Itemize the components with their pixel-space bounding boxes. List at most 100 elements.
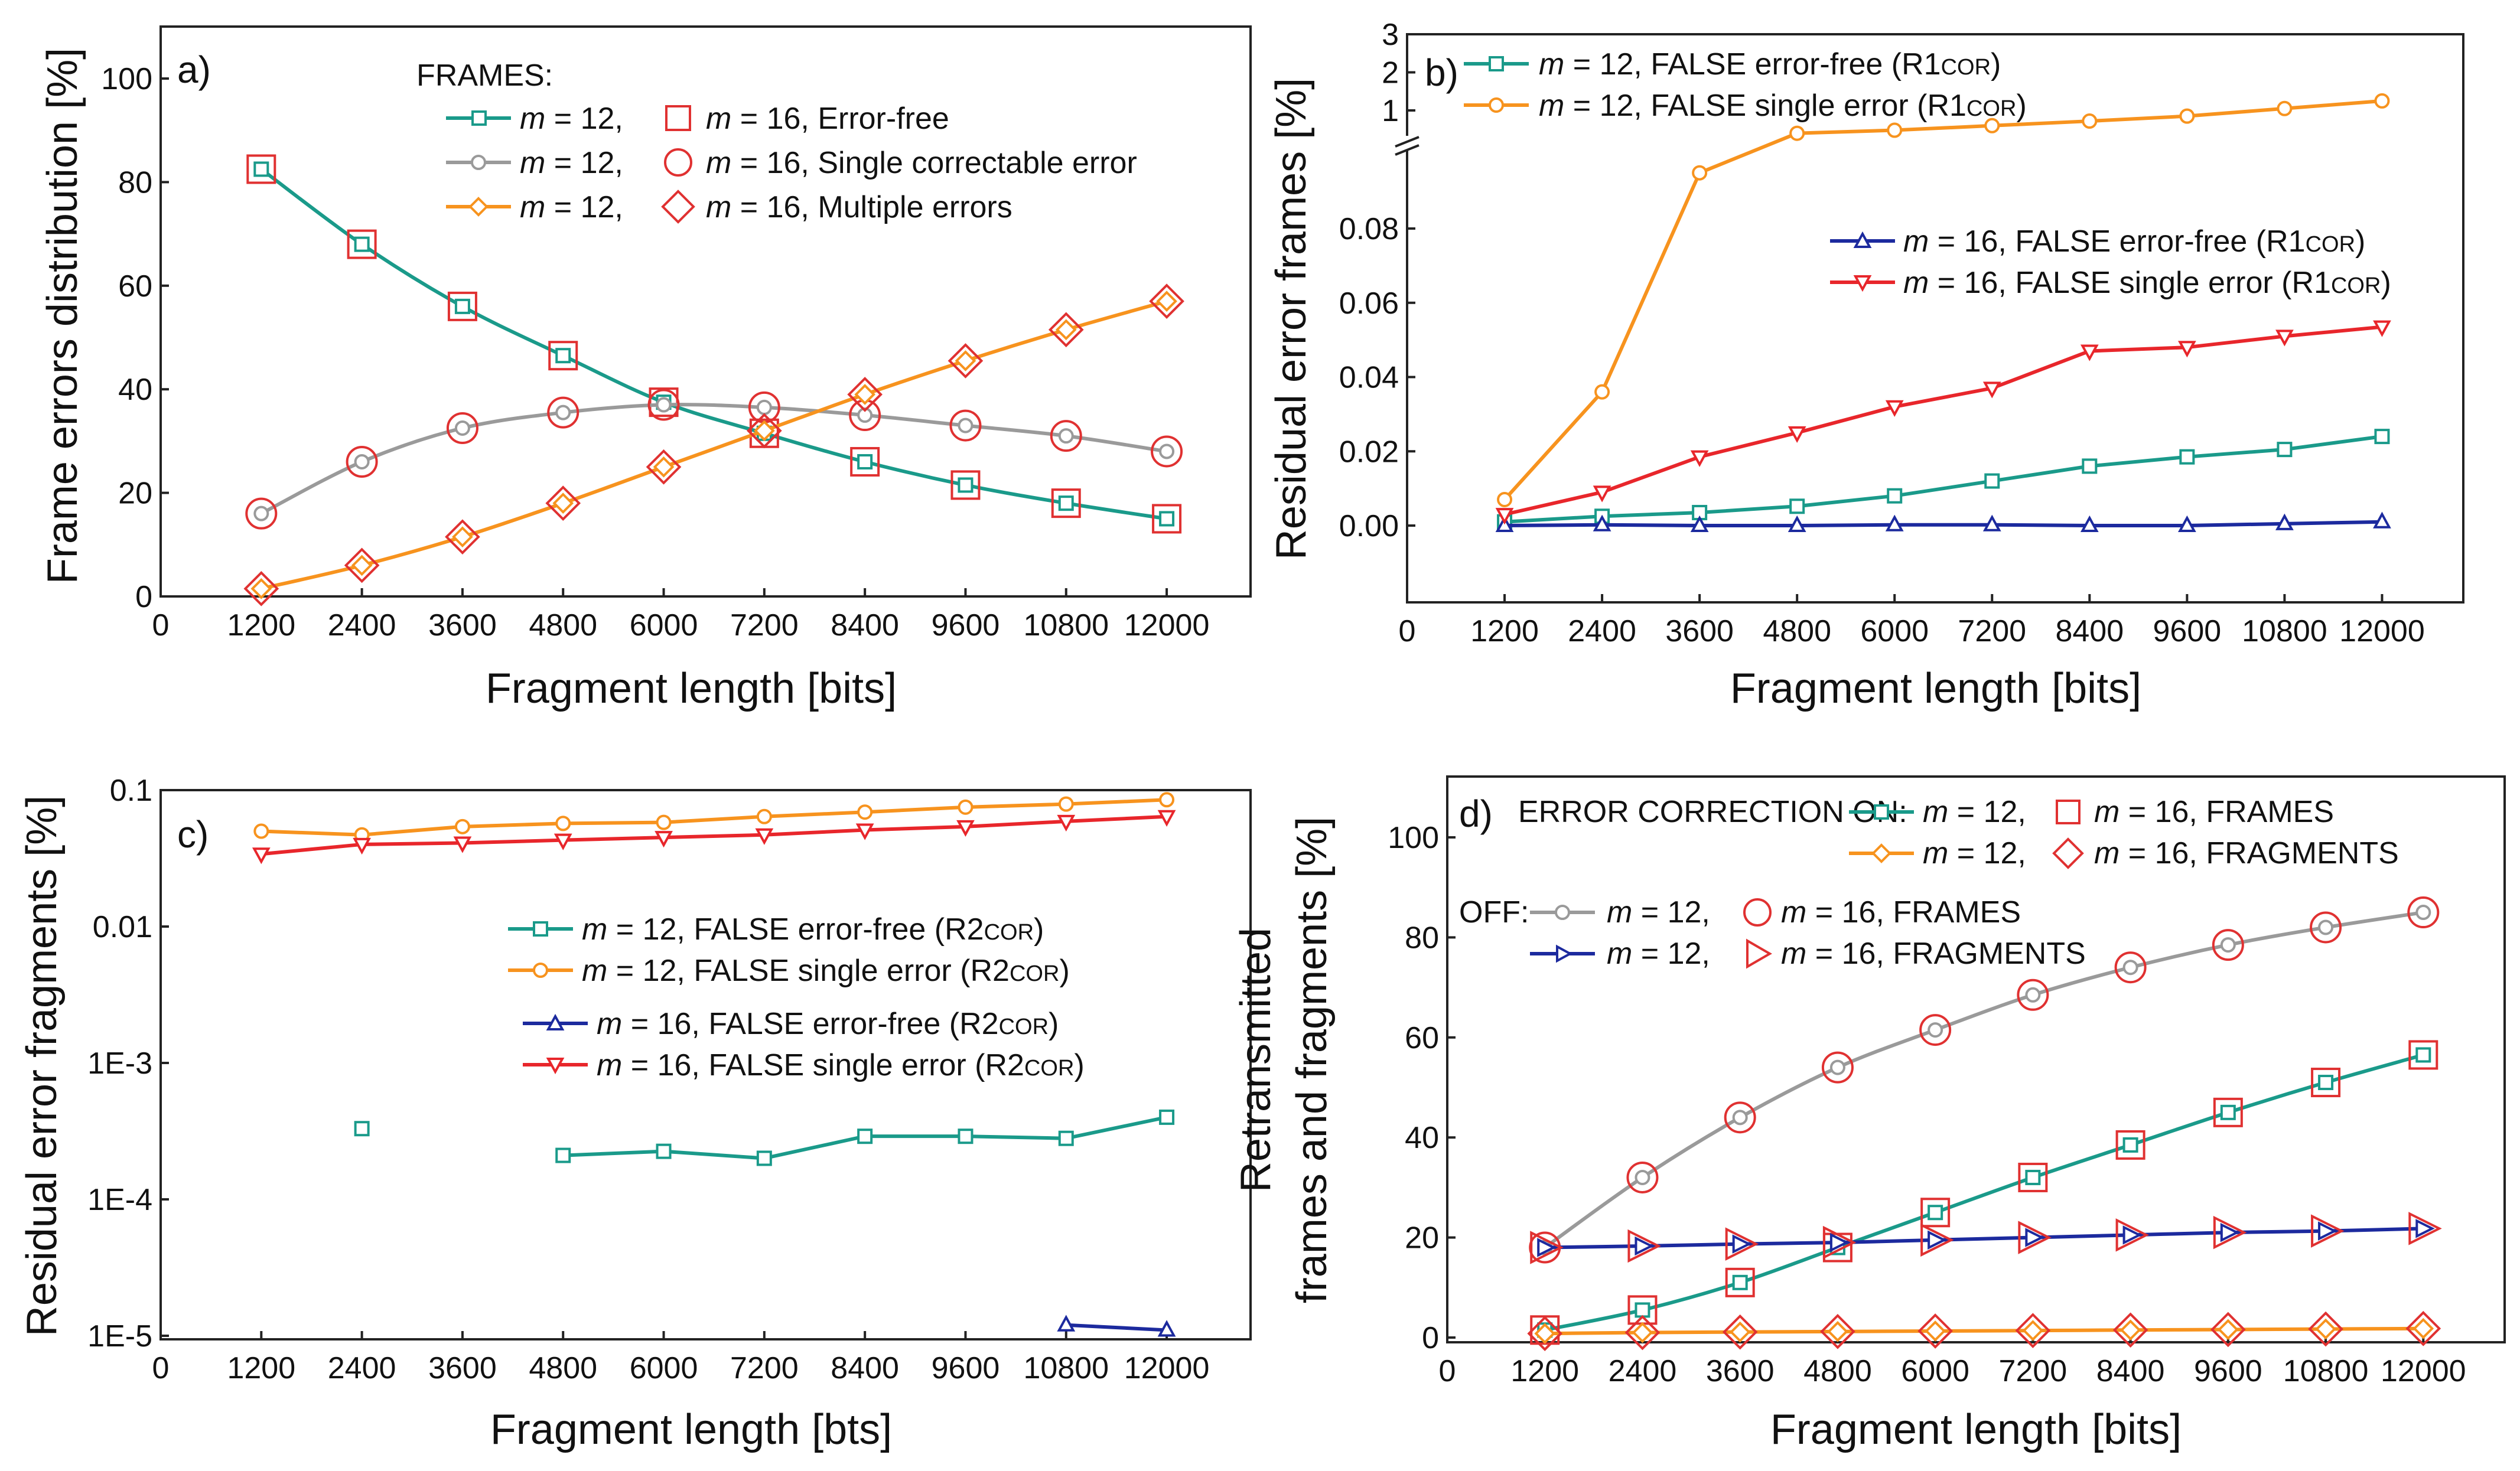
panel-a-series-5-point xyxy=(847,377,883,412)
panel-b-series-0-point xyxy=(2082,458,2098,474)
panel-d-series-3-point xyxy=(2308,1311,2343,1347)
panel-b-x-tick-label: 6000 xyxy=(1860,614,1929,648)
panel-b-series-1-point xyxy=(1984,118,2000,133)
panel-a-legend-title: FRAMES: xyxy=(416,58,553,93)
panel-d-series-0-point xyxy=(2220,1104,2236,1120)
panel-a-series-4-point xyxy=(250,578,272,599)
panel-c-x-tick-label: 6000 xyxy=(630,1351,698,1385)
panel-a-x-tick-label: 2400 xyxy=(328,608,396,642)
panel-b-series-3-point xyxy=(2080,344,2099,361)
panel-c-y-tick-label: 0.01 xyxy=(93,910,152,944)
panel-b-legend-text-2: m = 16, FALSE error-free (R1COR) xyxy=(1903,224,2365,259)
panel-d-series-2-point xyxy=(2022,1320,2044,1341)
panel-b-y-tick-label: 3 xyxy=(1382,18,1399,52)
panel-d-legend-text-0b: m = 16, FRAMES xyxy=(2094,795,2334,829)
panel-b-y-tick-label: 0.00 xyxy=(1339,509,1399,543)
panel-a-series-0-point xyxy=(354,236,370,252)
panel-b-series-3-point xyxy=(1593,485,1611,503)
panel-d-x-tick-label: 7200 xyxy=(1999,1354,2068,1388)
panel-d-series-0-point xyxy=(2415,1047,2431,1063)
panel-c-y-tick-label: 0.1 xyxy=(110,774,152,808)
panel-c-series-2-point xyxy=(1157,1320,1176,1337)
panel-c-series-3-point xyxy=(353,837,371,855)
panel-a-x-tick-label: 9600 xyxy=(932,608,1000,642)
panel-d-series-5-point xyxy=(1626,1161,1659,1193)
panel-d-series-3-point xyxy=(2112,1312,2148,1348)
panel-d-series-7-point xyxy=(2408,1212,2442,1245)
panel-a-x-tick-label: 0 xyxy=(152,608,170,642)
panel-d-series-7-point xyxy=(2018,1221,2052,1254)
panel-c-x-tick-label: 2400 xyxy=(328,1351,396,1385)
panel-a-series-3-point xyxy=(547,396,579,429)
panel-a-legend-marker-single-m16 xyxy=(664,148,692,177)
panel-d-series-3-point xyxy=(1820,1314,1855,1349)
panel-b-series-0-point xyxy=(2179,449,2195,465)
panel-d-legend-text-1: m = 12, xyxy=(1923,836,2026,870)
panel-b-series-3-point xyxy=(2178,341,2196,358)
panel-c-legend-marker-1 xyxy=(533,963,548,978)
panel-c-series-1-point xyxy=(857,804,873,820)
panel-b-y-tick-label: 1 xyxy=(1382,94,1399,128)
panel-d-series-6-point xyxy=(2415,1219,2435,1238)
panel-d-series-0-line xyxy=(1544,1053,2424,1332)
panel-a-series-2-point xyxy=(656,397,672,413)
panel-d-series-7-point xyxy=(1725,1227,1759,1261)
panel-a-series-4-point xyxy=(754,420,775,442)
panel-a-series-5-point xyxy=(948,343,984,379)
panel-d-series-7-point xyxy=(2115,1218,2150,1252)
panel-c-series-0-point xyxy=(857,1128,873,1144)
panel-d-legend-text-3: m = 12, xyxy=(1607,937,1710,971)
panel-d-series-0-point xyxy=(2122,1137,2138,1153)
panel-a-legend-marker-error-free-m16 xyxy=(665,105,691,131)
panel-d-series-6-point xyxy=(1537,1238,1557,1257)
panel-d-label: d) xyxy=(1459,792,1493,835)
panel-b-legend: m = 12, FALSE error-free (R1COR) m = 12,… xyxy=(1464,47,2391,300)
panel-a-series-4-point xyxy=(653,456,675,478)
panel-a-series-4-point xyxy=(452,526,473,547)
panel-a-y-tick-label: 60 xyxy=(118,269,152,304)
panel-c-series-1-point xyxy=(454,818,470,834)
panel-a-series-5-point xyxy=(545,485,581,521)
panel-c-label: c) xyxy=(177,813,209,856)
panel-d-x-tick-label: 9600 xyxy=(2194,1354,2262,1388)
panel-d-series-6-point xyxy=(2220,1222,2240,1242)
panel-a-x-tick-label: 10800 xyxy=(1023,608,1109,642)
panel-c-legend-text-0: m = 12, FALSE error-free (R2COR) xyxy=(582,912,1044,947)
panel-a-series-4-point xyxy=(1156,291,1177,312)
panel-d-series-2-point xyxy=(2119,1319,2141,1341)
panel-c-y-ticks: 1E-5 1E-4 1E-3 0.01 0.1 xyxy=(87,774,169,1353)
panel-b-series-2-point xyxy=(1982,514,2001,531)
panel-a-series-1-point xyxy=(347,229,377,259)
panel-a-series-5-point xyxy=(445,519,480,555)
panel-d-series-6-point xyxy=(2318,1221,2337,1241)
panel-d-series-2-point xyxy=(1729,1321,1751,1343)
panel-d-y-tick-label: 60 xyxy=(1405,1021,1439,1055)
panel-a-legend-row2b: m = 16, Single correctable error xyxy=(706,146,1137,180)
panel-c-series-2-point xyxy=(1057,1315,1076,1332)
panel-a-series-3-point xyxy=(245,497,278,530)
panel-d-series-2-point xyxy=(1827,1321,1848,1342)
panel-d-x-tick-label: 2400 xyxy=(1609,1354,1677,1388)
panel-a-series-4-point xyxy=(552,492,574,514)
panel-b-series-2-point xyxy=(2080,515,2099,532)
panel-d-series-0-point xyxy=(1635,1302,1650,1318)
panel-a-frame xyxy=(159,25,1252,598)
panel-c-series-0-point xyxy=(1058,1130,1074,1146)
panel-a-legend-row1: m = 12, xyxy=(520,102,623,136)
panel-d-series-4-point xyxy=(2025,987,2041,1003)
panel-b-axis-break-mark-2 xyxy=(1395,144,1419,156)
panel-b-legend-marker-2 xyxy=(1853,231,1872,248)
panel-b-series-2-point xyxy=(1690,515,1709,532)
panel-d-legend-marker-2 xyxy=(1555,905,1570,920)
panel-a-y-tick-label: 20 xyxy=(118,477,152,511)
panel-d-series-1-point xyxy=(2115,1130,2145,1160)
panel-b-x-tick-label: 12000 xyxy=(2339,614,2425,648)
panel-b-legend-marker-3 xyxy=(1853,275,1872,292)
panel-d-series-1-point xyxy=(2408,1040,2438,1070)
panel-b-legend-text-3: m = 16, FALSE single error (R1COR) xyxy=(1903,266,2391,300)
panel-d-series-3-point xyxy=(1917,1313,1953,1349)
panel-d-legend-text-2: m = 12, xyxy=(1607,895,1710,929)
panel-a-series-0-line xyxy=(260,168,1167,521)
panel-a-x-tick-label: 6000 xyxy=(630,608,698,642)
panel-b-x-tick-label: 0 xyxy=(1399,614,1416,648)
